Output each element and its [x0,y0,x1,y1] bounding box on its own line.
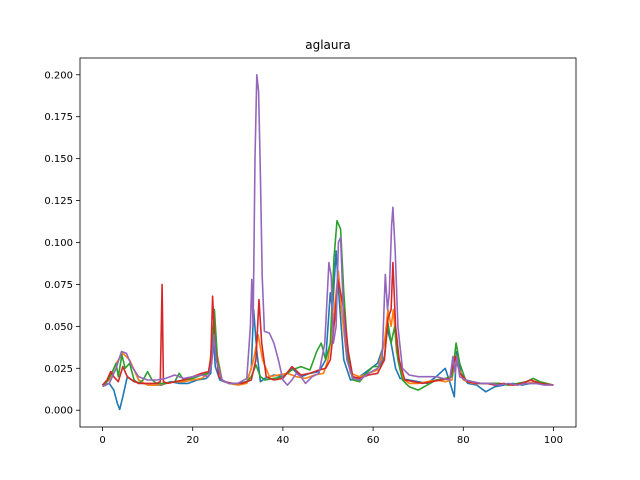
y-tick-label: 0.150 [44,154,73,165]
y-tick-label: 0.200 [44,70,73,81]
chart-title: aglaura [305,38,351,52]
x-tick-label: 20 [186,435,199,446]
plot-series-group [101,74,554,411]
y-tick-label: 0.175 [44,112,73,123]
y-tick-label: 0.100 [44,238,73,249]
x-tick-label: 40 [277,435,290,446]
y-tick-label: 0.025 [44,364,73,375]
x-tick-label: 80 [457,435,470,446]
series-line-5 [102,74,554,388]
y-tick-label: 0.000 [44,406,73,417]
x-tick-label: 100 [544,435,563,446]
y-tick-label: 0.075 [44,280,73,291]
y-tick-label: 0.125 [44,196,73,207]
y-tick-label: 0.050 [44,322,73,333]
x-tick-label: 60 [367,435,380,446]
x-tick-label: 0 [99,435,105,446]
axes-group: 0 20 40 60 80 100 0.000 0.025 0.050 0.075 0.100 0.1… [44,57,577,446]
